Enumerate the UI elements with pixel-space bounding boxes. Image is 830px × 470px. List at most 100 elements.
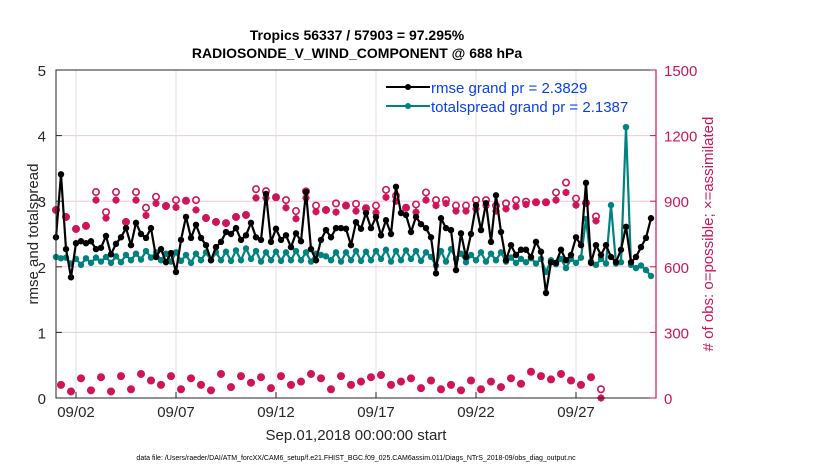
obs-assimilated-marker [142, 211, 150, 220]
obs-assimilated-marker [462, 207, 470, 215]
data-point-totalspread [507, 254, 515, 261]
data-point-totalspread [287, 257, 295, 264]
obs-assimilated-marker [237, 372, 245, 380]
obs-assimilated-marker [112, 196, 120, 204]
obs-assimilated-marker [537, 372, 545, 380]
obs-assimilated-marker [72, 225, 80, 233]
data-point-totalspread [492, 257, 500, 264]
data-point-totalspread [372, 247, 380, 255]
data-point-totalspread [407, 255, 415, 263]
data-point-totalspread [257, 258, 265, 265]
obs-possible-marker [172, 196, 181, 205]
data-point-rmse [502, 257, 510, 264]
chart-title-line-1: Tropics 56337 / 57903 = 97.295% [250, 27, 465, 43]
data-point-rmse [342, 225, 350, 232]
obs-assimilated-marker [247, 379, 255, 387]
obs-assimilated-marker [432, 201, 440, 210]
obs-assimilated-marker [107, 387, 115, 396]
obs-assimilated-marker [207, 386, 215, 394]
obs-assimilated-marker [287, 381, 295, 389]
obs-assimilated-marker [452, 207, 460, 215]
obs-assimilated-marker [277, 372, 285, 380]
data-point-rmse [182, 213, 190, 221]
obs-assimilated-marker [367, 373, 375, 381]
data-point-rmse [452, 266, 460, 274]
y-axis-label: rmse and totalspread [25, 164, 42, 305]
x-tick-label: 09/12 [257, 404, 295, 421]
obs-assimilated-marker [137, 370, 145, 378]
data-point-rmse [317, 236, 325, 244]
data-point-rmse [347, 241, 355, 249]
obs-assimilated-marker [522, 200, 530, 209]
data-point-rmse [602, 241, 610, 249]
data-point-rmse [312, 257, 320, 264]
data-point-rmse [197, 234, 205, 242]
obs-assimilated-marker [177, 385, 185, 393]
data-point-totalspread [112, 253, 120, 260]
obs-assimilated-marker [587, 373, 595, 381]
obs-assimilated-marker [397, 378, 405, 386]
obs-assimilated-marker [562, 188, 570, 197]
obs-assimilated-marker [182, 197, 190, 205]
obs-assimilated-marker [382, 193, 390, 201]
data-point-rmse [622, 223, 630, 230]
data-point-totalspread [632, 264, 640, 272]
obs-possible-marker [142, 203, 151, 212]
obs-assimilated-marker [157, 381, 165, 389]
y-tick-label: 0 [38, 391, 46, 408]
data-point-rmse [192, 221, 200, 229]
data-point-totalspread [487, 250, 495, 257]
y-tick-label: 3 [38, 194, 46, 211]
data-point-totalspread [227, 257, 235, 265]
data-point-totalspread [332, 249, 340, 256]
y2-axis-label: # of obs: o=possible; ×=assimilated [700, 117, 717, 352]
data-point-totalspread [197, 257, 205, 264]
data-point-rmse [237, 236, 245, 244]
data-point-rmse [267, 238, 275, 246]
data-point-totalspread [187, 259, 195, 267]
data-point-rmse [607, 253, 615, 261]
data-file-footer: data file: /Users/raeder/DAI/ATM_forcXX/… [136, 455, 576, 462]
data-point-rmse [357, 225, 365, 232]
data-point-rmse [412, 213, 420, 221]
data-point-totalspread [607, 201, 615, 209]
data-point-rmse [612, 259, 620, 266]
y2-tick-label: 1200 [664, 129, 697, 146]
data-point-totalspread [272, 248, 280, 255]
data-point-totalspread [137, 256, 145, 263]
obs-assimilated-marker [257, 373, 265, 381]
data-point-totalspread [512, 259, 520, 267]
data-point-rmse [442, 224, 450, 232]
data-point-totalspread [147, 254, 155, 261]
obs-possible-marker [411, 200, 420, 209]
data-point-rmse [457, 230, 465, 237]
obs-assimilated-marker [347, 381, 355, 389]
obs-markers [51, 178, 605, 402]
data-point-totalspread [517, 255, 525, 263]
data-point-rmse [462, 253, 470, 261]
data-point-rmse [137, 230, 145, 238]
data-point-rmse [592, 241, 600, 249]
data-point-totalspread [292, 247, 300, 255]
data-point-rmse [557, 246, 565, 253]
data-point-totalspread [322, 253, 330, 260]
data-point-rmse [247, 219, 255, 227]
data-point-rmse [327, 234, 335, 241]
obs-assimilated-marker [292, 215, 300, 223]
data-point-rmse [362, 209, 370, 217]
data-point-totalspread [277, 257, 285, 265]
obs-assimilated-marker [447, 381, 455, 389]
data-point-totalspread [397, 257, 405, 264]
obs-possible-marker [291, 207, 300, 216]
data-point-totalspread [307, 258, 315, 265]
data-point-rmse [482, 199, 490, 207]
data-point-totalspread [622, 123, 630, 131]
data-point-rmse [637, 243, 645, 251]
data-point-totalspread [402, 247, 410, 254]
data-point-rmse [87, 238, 95, 245]
data-point-rmse [167, 249, 175, 257]
obs-assimilated-marker [402, 204, 410, 212]
obs-assimilated-marker [222, 219, 230, 227]
data-point-rmse [202, 241, 210, 249]
data-point-rmse [82, 239, 90, 247]
